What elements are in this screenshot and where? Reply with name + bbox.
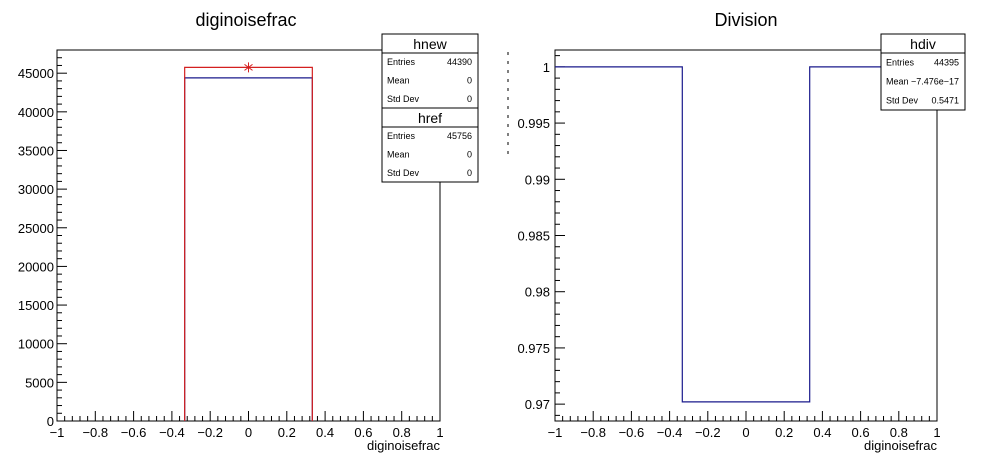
x-tick-label: 0.6 [354,425,372,440]
x-tick-label: 0.2 [775,425,793,440]
y-tick-label: 5000 [25,375,54,390]
chart-title: diginoisefrac [195,10,296,30]
x-tick-label: 0.8 [890,425,908,440]
x-tick-label: −0.6 [619,425,645,440]
y-tick-label: 0.97 [525,397,550,412]
x-tick-label: 0.4 [316,425,334,440]
stats-label: Entries [387,57,416,67]
x-tick-label: 0 [742,425,749,440]
y-tick-label: 25000 [18,221,54,236]
histogram-bar-hnew [184,77,313,421]
x-tick-label: −0.8 [82,425,108,440]
x-tick-label: −1 [50,425,65,440]
x-tick-label: −1 [548,425,563,440]
x-tick-label: 1 [933,425,940,440]
x-tick-label: −0.2 [695,425,721,440]
x-tick-label: 0.6 [852,425,870,440]
stats-box-title: href [418,110,442,126]
y-tick-label: 0.995 [517,116,550,131]
y-tick-label: 0.99 [525,172,550,187]
y-tick-label: 45000 [18,66,54,81]
y-tick-label: 30000 [18,182,54,197]
stats-value: 45756 [447,131,472,141]
x-axis-label: diginoisefrac [864,438,937,453]
stats-box-hnew [381,33,479,109]
y-tick-label: 0.985 [517,229,550,244]
x-tick-label: 0.2 [278,425,296,440]
stats-value: −7.476e−17 [911,77,959,87]
stats-value: 0 [467,94,472,104]
x-tick-label: −0.2 [197,425,223,440]
stats-label: Entries [886,58,915,68]
stats-label: Mean [387,76,410,86]
stats-box-title: hnew [413,36,447,52]
x-tick-label: 0.8 [393,425,411,440]
data-point-marker [244,63,253,71]
y-tick-label: 10000 [18,337,54,352]
x-tick-label: −0.6 [121,425,147,440]
stats-label: Std Dev [886,96,919,106]
y-tick-label: 1 [543,60,550,75]
x-tick-label: 1 [436,425,443,440]
x-tick-label: −0.8 [580,425,606,440]
x-tick-label: −0.4 [657,425,683,440]
y-tick-label: 0 [47,414,54,429]
stats-value: 0.5471 [931,96,959,106]
stats-label: Std Dev [387,168,420,178]
stats-label: Mean [886,77,909,87]
x-tick-label: 0.4 [813,425,831,440]
histogram-line-hdiv [555,66,937,403]
y-tick-label: 40000 [18,105,54,120]
stats-label: Entries [387,131,416,141]
division-histogram-panel: Division −1 −0.8 −0.6 −0.4 −0.2 0 0.2 0.4 0.6 0.8 1… [507,10,966,453]
x-tick-label: 0 [245,425,252,440]
chart-title: Division [714,10,777,30]
plot-frame [554,49,938,422]
stats-value: 44390 [447,57,472,67]
stats-label: Std Dev [387,94,420,104]
stats-value: 0 [467,76,472,86]
y-tick-label: 15000 [18,298,54,313]
stats-box-href [381,107,479,183]
y-tick-label: 20000 [18,259,54,274]
stats-value: 0 [467,150,472,160]
stats-value: 44395 [934,58,959,68]
histogram-bar-href [184,66,313,421]
y-tick-label: 0.975 [517,341,550,356]
stats-box-hdiv [880,33,966,111]
stats-label: Mean [387,150,410,160]
left-histogram-panel: diginoisefrac −1 −0.8 −0.6 −0.4 −0.2 0 0.2 0.4 0.… [18,10,479,453]
x-tick-label: −0.4 [159,425,185,440]
y-tick-label: 35000 [18,143,54,158]
y-tick-label: 0.98 [525,285,550,300]
stats-box-title: hdiv [910,36,936,52]
x-axis-label: diginoisefrac [367,438,440,453]
stats-value: 0 [467,168,472,178]
